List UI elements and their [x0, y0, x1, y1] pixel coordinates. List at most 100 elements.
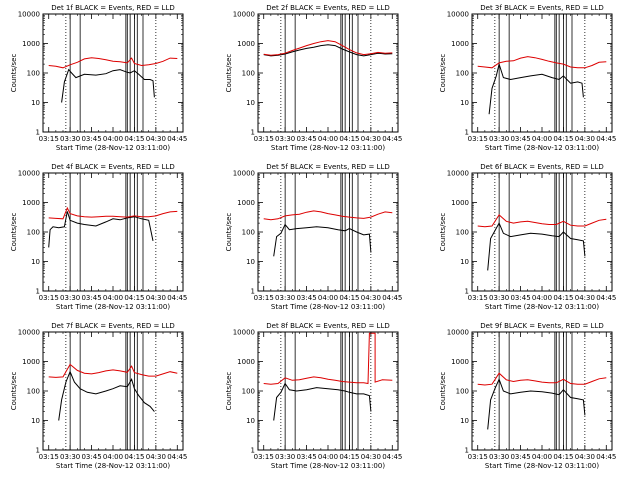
x-tick-label: 04:00 — [318, 294, 338, 302]
panel-title: Det 6f BLACK = Events, RED = LLD — [480, 163, 603, 171]
panel-3: Det 3f BLACK = Events, RED = LLD 1 10 100 10… — [439, 4, 616, 152]
x-tick-label: 03:15 — [39, 294, 59, 302]
y-tick-label: 100 — [242, 70, 255, 78]
panel-6: Det 6f BLACK = Events, RED = LLD 1 10 100 10… — [439, 163, 616, 311]
x-tick-label: 04:45 — [596, 135, 616, 143]
y-axis-label: Counts/sec — [439, 213, 447, 252]
x-tick-label: 03:30 — [275, 453, 295, 461]
y-axis-label: Counts/sec — [10, 213, 18, 252]
x-tick-label: 04:15 — [124, 135, 144, 143]
x-tick-label: 04:00 — [532, 453, 552, 461]
y-tick-label: 1 — [465, 129, 469, 137]
lld-series-line — [263, 40, 393, 56]
x-tick-label: 04:00 — [103, 294, 123, 302]
x-tick-label: 04:15 — [553, 135, 573, 143]
x-axis-label: Start Time (28-Nov-12 03:11:00) — [271, 462, 385, 470]
lld-series-line — [477, 372, 607, 386]
lld-series-line — [48, 363, 178, 378]
x-tick-label: 03:30 — [60, 294, 80, 302]
events-series-line — [61, 68, 155, 103]
x-tick-label: 03:15 — [468, 135, 488, 143]
x-tick-label: 04:00 — [532, 294, 552, 302]
x-tick-label: 03:15 — [39, 135, 59, 143]
panel-9: Det 9f BLACK = Events, RED = LLD 1 10 100 10… — [439, 322, 616, 470]
y-tick-label: 10000 — [233, 170, 255, 178]
y-tick-label: 10000 — [447, 329, 469, 337]
y-tick-label: 1000 — [237, 40, 255, 48]
x-axis-label: Start Time (28-Nov-12 03:11:00) — [56, 144, 170, 152]
y-axis-label: Counts/sec — [225, 372, 233, 411]
x-tick-label: 03:15 — [254, 294, 274, 302]
y-tick-label: 1 — [465, 447, 469, 455]
y-tick-label: 10 — [246, 417, 255, 425]
x-tick-label: 03:15 — [39, 453, 59, 461]
x-tick-label: 04:45 — [596, 294, 616, 302]
y-axis-label: Counts/sec — [225, 54, 233, 93]
events-series-line — [58, 370, 155, 421]
y-tick-label: 1000 — [22, 199, 40, 207]
y-tick-label: 100 — [27, 70, 40, 78]
x-tick-label: 04:15 — [124, 294, 144, 302]
x-tick-label: 04:45 — [596, 453, 616, 461]
panel-5: Det 5f BLACK = Events, RED = LLD 1 10 100 10… — [225, 163, 402, 311]
x-tick-label: 03:15 — [254, 453, 274, 461]
x-tick-label: 04:00 — [103, 453, 123, 461]
x-tick-label: 04:15 — [553, 453, 573, 461]
y-tick-label: 1000 — [237, 199, 255, 207]
lld-series-line — [263, 332, 393, 385]
lld-series-line — [263, 210, 393, 221]
y-tick-label: 1 — [36, 447, 40, 455]
panel-1: Det 1f BLACK = Events, RED = LLD 1 10 100 10… — [10, 4, 187, 152]
x-tick-label: 04:15 — [339, 453, 359, 461]
panel-8: Det 8f BLACK = Events, RED = LLD 1 10 100 10… — [225, 322, 402, 470]
x-tick-label: 04:15 — [339, 135, 359, 143]
y-tick-label: 1000 — [451, 40, 469, 48]
x-tick-label: 04:45 — [167, 135, 187, 143]
panel-2: Det 2f BLACK = Events, RED = LLD 1 10 100 10… — [225, 4, 402, 152]
x-tick-label: 04:30 — [361, 453, 381, 461]
lld-series-line — [477, 56, 607, 69]
plot-frame — [257, 13, 399, 133]
panel-7: Det 7f BLACK = Events, RED = LLD 1 10 100 10… — [10, 322, 187, 470]
y-tick-label: 10000 — [447, 170, 469, 178]
y-tick-label: 10 — [460, 417, 469, 425]
x-axis-label: Start Time (28-Nov-12 03:11:00) — [485, 462, 599, 470]
x-axis-label: Start Time (28-Nov-12 03:11:00) — [485, 144, 599, 152]
plot-frame — [471, 13, 613, 133]
x-tick-label: 03:45 — [81, 135, 101, 143]
x-tick-label: 03:45 — [510, 453, 530, 461]
x-tick-label: 04:00 — [318, 135, 338, 143]
x-tick-label: 04:30 — [575, 453, 595, 461]
y-axis-label: Counts/sec — [10, 372, 18, 411]
y-tick-label: 10000 — [18, 11, 40, 19]
x-tick-label: 04:30 — [575, 135, 595, 143]
y-axis-label: Counts/sec — [439, 372, 447, 411]
lld-series-line — [48, 57, 178, 69]
x-tick-label: 03:45 — [81, 453, 101, 461]
y-tick-label: 10000 — [18, 329, 40, 337]
y-tick-label: 10 — [31, 417, 40, 425]
y-tick-label: 100 — [456, 70, 469, 78]
x-axis-label: Start Time (28-Nov-12 03:11:00) — [271, 303, 385, 311]
y-tick-label: 1000 — [451, 199, 469, 207]
plot-frame — [471, 172, 613, 292]
lld-series-line — [477, 214, 607, 228]
y-tick-label: 100 — [27, 229, 40, 237]
y-tick-label: 10 — [460, 99, 469, 107]
panel-title: Det 5f BLACK = Events, RED = LLD — [266, 163, 389, 171]
x-tick-label: 03:45 — [510, 294, 530, 302]
lld-series-line — [48, 206, 178, 220]
y-tick-label: 100 — [242, 388, 255, 396]
x-tick-label: 04:30 — [146, 135, 166, 143]
events-series-line — [487, 377, 586, 430]
x-tick-label: 03:45 — [296, 453, 316, 461]
x-tick-label: 04:45 — [382, 135, 402, 143]
x-tick-label: 04:30 — [146, 294, 166, 302]
events-series-line — [487, 221, 586, 271]
events-series-line — [263, 44, 393, 57]
y-tick-label: 10 — [31, 99, 40, 107]
y-tick-label: 1 — [251, 288, 255, 296]
x-tick-label: 03:30 — [275, 294, 295, 302]
y-axis-label: Counts/sec — [10, 54, 18, 93]
